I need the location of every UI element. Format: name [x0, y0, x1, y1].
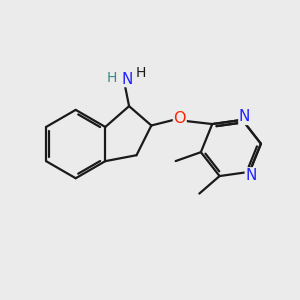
Text: H: H: [135, 66, 146, 80]
Text: O: O: [173, 111, 186, 126]
Text: H: H: [107, 71, 117, 85]
Text: N: N: [239, 110, 250, 124]
Text: N: N: [122, 71, 134, 86]
Text: N: N: [245, 168, 257, 183]
